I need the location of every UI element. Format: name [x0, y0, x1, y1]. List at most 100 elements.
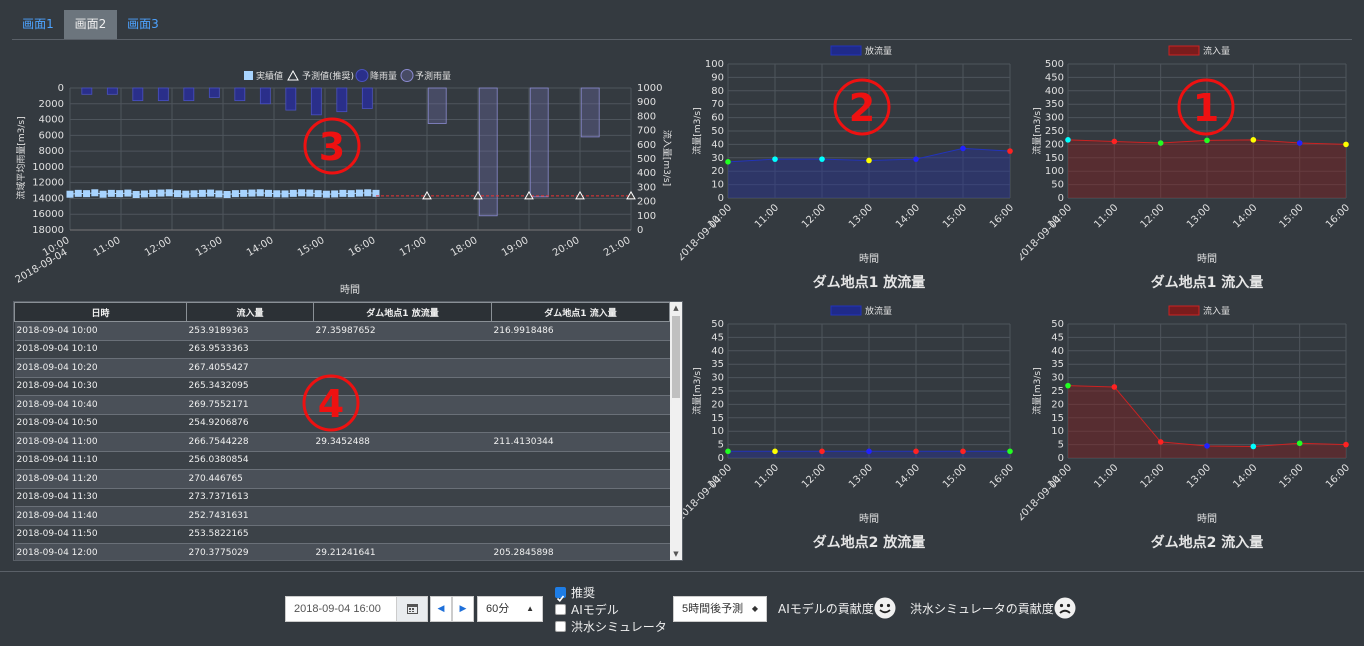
- actual-inflow-point: [99, 190, 107, 198]
- y-axis-label: 流量[m3/s]: [691, 367, 703, 414]
- data-point: [1250, 137, 1257, 143]
- data-area: [1068, 385, 1346, 458]
- data-point: [725, 159, 731, 165]
- actual-inflow-point: [124, 189, 132, 197]
- y-tick-label: 200: [1045, 139, 1064, 150]
- table-row: 2018-09-04 11:40 252.7431631: [14, 506, 670, 526]
- table-cell: [491, 340, 670, 359]
- interval-select[interactable]: 60分 ▲: [477, 596, 543, 622]
- tab-screen2[interactable]: 画面2: [64, 10, 117, 39]
- table-cell: 205.2845898: [491, 543, 670, 560]
- scroll-up-icon[interactable]: ▲: [673, 304, 679, 312]
- table-cell: 2018-09-04 11:20: [14, 469, 187, 489]
- tab-bar: 画面1 画面2 画面3: [12, 10, 1352, 40]
- table-cell: 256.0380854: [186, 451, 314, 470]
- date-input[interactable]: [286, 597, 398, 621]
- y-tick-label: 30: [711, 153, 724, 164]
- actual-inflow-point: [83, 190, 91, 198]
- calendar-button[interactable]: [396, 597, 427, 621]
- right-tick-label: 600: [637, 140, 656, 151]
- table-header-2[interactable]: ダム地点1 放流量: [313, 302, 492, 322]
- table-cell: 2018-09-04 12:00: [14, 543, 187, 560]
- right-tick-label: 100: [637, 211, 656, 222]
- x-tick-label: 12:00: [1139, 462, 1167, 490]
- table-header-1[interactable]: 流入量: [186, 302, 314, 322]
- table-row: 2018-09-04 11:10 256.0380854: [14, 451, 670, 470]
- checkbox-recommended[interactable]: [555, 587, 566, 603]
- scroll-thumb[interactable]: [672, 316, 680, 398]
- caret-left-icon: ◀: [437, 604, 445, 614]
- x-tick-label: 11:00: [1092, 462, 1120, 490]
- main-chart: 0200040006000800010000120001400016000180…: [14, 69, 673, 296]
- legend-label: 放流量: [865, 305, 892, 317]
- table-row: 2018-09-04 11:50 253.5822165: [14, 525, 670, 544]
- right-tick-label: 900: [637, 97, 656, 108]
- table-row: 2018-09-04 10:10 263.9533363: [14, 340, 670, 359]
- next-button[interactable]: ▶: [452, 596, 474, 622]
- checkbox-ai-model[interactable]: [555, 604, 566, 615]
- data-point: [866, 157, 872, 164]
- tab-screen3[interactable]: 画面3: [127, 17, 159, 31]
- data-point: [1111, 138, 1118, 145]
- y-tick-label: 0: [1058, 453, 1064, 464]
- x-tick-date: 2018-09-04: [1020, 214, 1064, 263]
- chart-title: ダム地点2 放流量: [813, 534, 926, 551]
- table-cell: [491, 358, 670, 378]
- tab-screen1[interactable]: 画面1: [22, 17, 54, 31]
- prev-button[interactable]: ◀: [430, 596, 452, 622]
- actual-inflow-point: [182, 190, 190, 198]
- rain-bar: [132, 87, 144, 102]
- data-area: [1068, 139, 1346, 198]
- table-cell: 2018-09-04 10:10: [14, 340, 187, 359]
- y-tick-label: 50: [711, 319, 724, 330]
- ai-contribution-label: AIモデルの貢献度: [778, 602, 874, 616]
- table-cell: [491, 469, 670, 489]
- legend-forecast-rain-icon: [400, 69, 414, 82]
- legend-actual-swatch: [244, 71, 253, 80]
- y-axis-label: 流量[m3/s]: [1031, 367, 1043, 414]
- y-tick-label: 50: [1051, 180, 1064, 191]
- data-point: [1204, 443, 1210, 449]
- table-cell: 27.35987652: [313, 321, 492, 341]
- data-point: [725, 448, 731, 455]
- actual-inflow-point: [331, 190, 339, 198]
- y-tick-label: 30: [1051, 373, 1064, 384]
- actual-inflow-point: [198, 189, 206, 197]
- x-tick-label: 13:00: [1185, 202, 1213, 230]
- rain-bar: [106, 87, 118, 95]
- table-cell: [313, 506, 492, 526]
- x-tick-label: 15:00: [296, 235, 326, 259]
- y-axis-label: 流量[m3/s]: [691, 107, 703, 154]
- legend-actual: 実績値: [256, 70, 283, 82]
- actual-inflow-point: [66, 190, 74, 198]
- x-tick-label: 12:00: [800, 202, 828, 230]
- table-row: 2018-09-04 11:30 273.7371613: [14, 488, 670, 507]
- x-tick-label: 11:00: [1092, 202, 1120, 230]
- legend-label: 流入量: [1203, 305, 1230, 317]
- scroll-down-icon[interactable]: ▼: [673, 550, 679, 558]
- table-cell: 2018-09-04 11:00: [14, 432, 187, 452]
- data-table-container[interactable]: 日時 流入量 ダム地点1 放流量 ダム地点1 流入量 2018-09-04 10:00…: [13, 301, 683, 561]
- data-point: [1343, 141, 1349, 148]
- checkbox-flood-simulator[interactable]: [555, 621, 566, 632]
- actual-inflow-point: [207, 189, 215, 197]
- table-cell: [313, 395, 492, 415]
- actual-inflow-point: [355, 189, 363, 197]
- chart-title: ダム地点1 放流量: [813, 274, 926, 291]
- table-header-0[interactable]: 日時: [14, 302, 187, 322]
- actual-inflow-point: [157, 189, 165, 197]
- table-cell: [491, 377, 670, 396]
- data-point: [772, 156, 778, 162]
- table-scrollbar[interactable]: ▲ ▼: [670, 302, 682, 560]
- rain-bar: [157, 87, 169, 102]
- x-tick-label: 21:00: [602, 235, 632, 259]
- legend-swatch: [830, 45, 862, 56]
- table-header-3[interactable]: ダム地点1 流入量: [491, 302, 670, 322]
- data-point: [960, 448, 966, 455]
- x-tick-label: 16:00: [1324, 462, 1352, 490]
- calendar-icon: [407, 604, 418, 614]
- table-cell: 29.3452488: [313, 432, 492, 452]
- forecast-select[interactable]: 5時間後予測 ◆: [673, 596, 767, 622]
